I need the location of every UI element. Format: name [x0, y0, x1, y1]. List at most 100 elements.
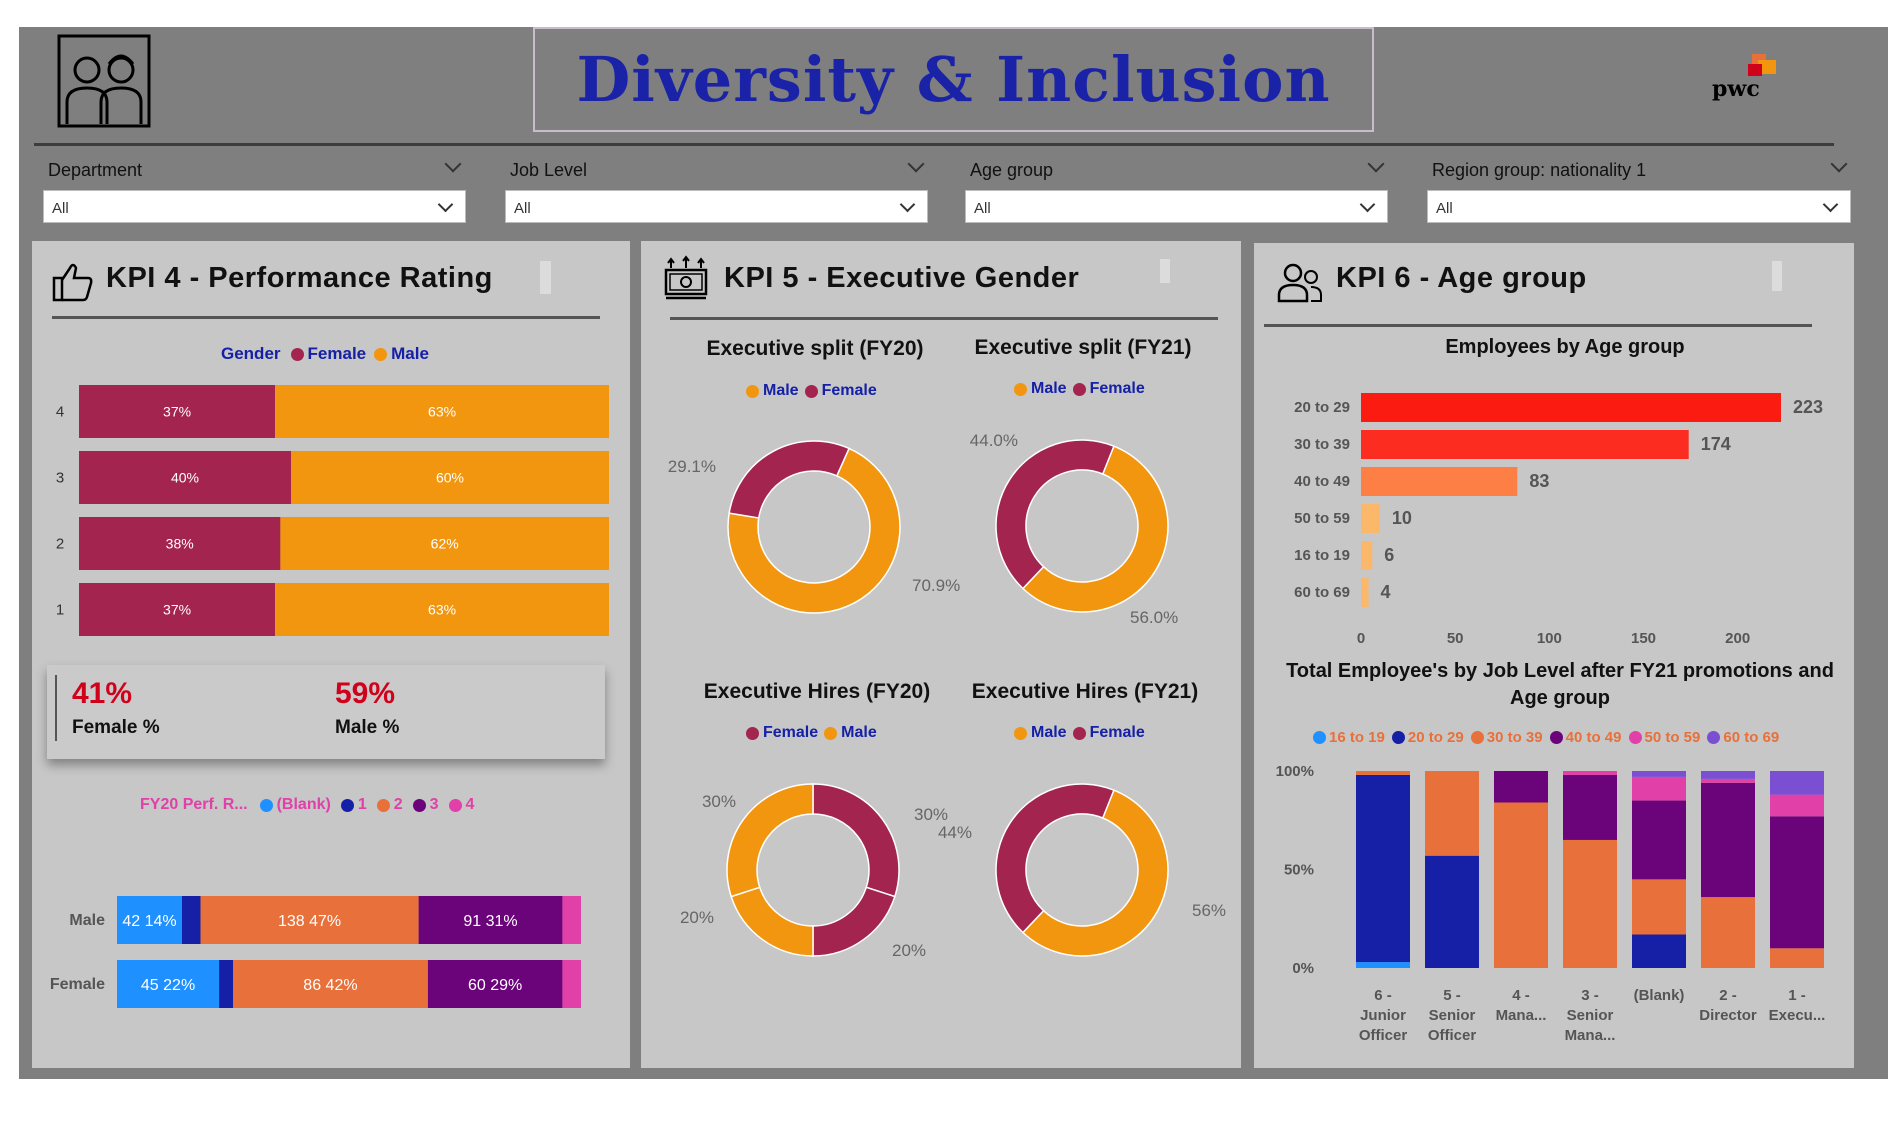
bar-segment [1563, 771, 1617, 775]
data-label: 30% [702, 792, 736, 811]
legend-item: Female [1089, 380, 1145, 397]
bar [1361, 541, 1373, 570]
title-banner: Diversity & Inclusion [533, 27, 1374, 132]
axis-tick-label: Director [1699, 1007, 1757, 1024]
data-label: 37% [163, 602, 191, 618]
axis-tick-label: 16 to 19 [1294, 547, 1350, 564]
axis-tick-label: 30 to 39 [1294, 436, 1350, 453]
legend-dot [448, 798, 462, 812]
fy20-perf-by-gender-chart: Male 42 14% 138 47% 91 31% Female 45 22% 86 42… [50, 896, 581, 1008]
axis-tick-label: 1 - [1788, 987, 1806, 1004]
legend-dot [1313, 731, 1326, 744]
slicer-dropdown[interactable]: All [965, 190, 1388, 223]
money-icon [664, 255, 708, 300]
bar [1361, 430, 1689, 459]
bar-segment [1563, 839, 1617, 968]
bar-segment [1701, 778, 1755, 783]
donut-slice [1021, 445, 1169, 613]
exec-hires-fy21-legend: Male Female [1014, 724, 1145, 742]
kpi4-title: KPI 4 - Performance Rating [106, 262, 493, 294]
axis-tick-label: 20 to 29 [1294, 399, 1350, 416]
data-label: 37% [163, 404, 191, 420]
bar-segment [1770, 948, 1824, 968]
axis-tick-label: 0% [1292, 960, 1314, 977]
bar-segment [1770, 816, 1824, 949]
bar-segment [79, 583, 276, 636]
donut-slice [812, 886, 896, 957]
bar-segment [79, 451, 291, 504]
legend-item: 3 [429, 796, 439, 813]
bar [1361, 578, 1369, 607]
slicer-dropdown[interactable]: All [43, 190, 466, 223]
gender-legend: Gender Female Male [221, 344, 429, 364]
slicer-value: All [514, 200, 531, 217]
bar-segment [79, 385, 276, 438]
axis-tick-label: 2 - [1719, 987, 1737, 1004]
axis-tick-label: Mana... [1565, 1027, 1616, 1044]
slicer-label: Region group: nationality 1 [1432, 160, 1647, 180]
legend-item: 30 to 39 [1486, 729, 1543, 746]
people-icon [57, 34, 151, 128]
fy20-perf-legend: FY20 Perf. R... (Blank) 1 2 3 4 [140, 796, 474, 814]
header-divider [34, 143, 1834, 146]
donut-slice [812, 783, 900, 898]
axis-tick-label: Female [50, 976, 105, 993]
bar-segment [275, 385, 609, 438]
chevron-down-icon [1822, 196, 1839, 213]
bar-segment [1632, 776, 1686, 801]
male-pct-value: 59% [335, 677, 396, 710]
axis-tick-label: 60 to 69 [1294, 584, 1350, 601]
pwc-logo-text: pwc [1712, 76, 1760, 102]
slicer-dropdown[interactable]: All [1427, 190, 1851, 223]
slicer-dropdown[interactable]: All [505, 190, 928, 223]
data-label: 63% [428, 404, 456, 420]
gender-kpi-card: 41% Female % 59% Male % [47, 665, 605, 759]
axis-tick-label: 5 - [1443, 987, 1461, 1004]
axis-tick-label: Senior [1567, 1007, 1614, 1024]
female-pct-value: 41% [72, 677, 133, 710]
scrollbar[interactable] [540, 261, 551, 294]
data-label: 62% [431, 536, 459, 552]
legend-item: (Blank) [276, 796, 331, 813]
scrollbar[interactable] [1160, 259, 1170, 283]
legend-item: 1 [357, 796, 367, 813]
exec-hires-fy20-donut: 30% 20% 30% 20% [680, 783, 948, 960]
bar-segment [79, 517, 281, 570]
bar-segment [1701, 782, 1755, 898]
legend-dot [804, 384, 818, 398]
data-label: 91 31% [463, 913, 517, 930]
legend-item: 60 to 69 [1723, 729, 1780, 746]
bar [1361, 393, 1781, 422]
legend-dot [376, 798, 390, 812]
legend-dot [259, 798, 273, 812]
bar-segment [1632, 800, 1686, 880]
axis-tick-label: Junior [1360, 1007, 1406, 1024]
chevron-down-icon [437, 196, 454, 213]
bar-segment [219, 960, 233, 1008]
scrollbar[interactable] [1772, 261, 1782, 291]
legend-item: Male [763, 382, 799, 399]
legend-item: Male [1031, 380, 1067, 397]
legend-dot [746, 384, 759, 398]
legend-item: 16 to 19 [1329, 729, 1385, 746]
slicer-value: All [52, 200, 69, 217]
data-label: 38% [166, 536, 194, 552]
bar-segment [427, 960, 563, 1008]
bar [1361, 504, 1380, 533]
exec-split-fy21-donut: 56.0% 44.0% [970, 431, 1178, 627]
exec-split-fy21-legend: Male Female [1014, 380, 1145, 398]
legend-item: Female [307, 344, 367, 363]
axis-tick-label: Male [69, 912, 105, 929]
data-label: 20% [680, 908, 714, 927]
legend-dot [290, 347, 304, 361]
bar-segment [418, 896, 563, 944]
axis-tick-label: 100% [1276, 763, 1314, 780]
age-chart-title: Employees by Age group [1445, 336, 1685, 358]
data-label: 40% [171, 470, 199, 486]
donut-slice [995, 439, 1115, 590]
legend-dot [412, 798, 426, 812]
data-label: 6 [1384, 545, 1394, 565]
slicer-label: Job Level [510, 160, 588, 180]
people-icon [1277, 263, 1322, 303]
bar-segment [1701, 771, 1755, 779]
